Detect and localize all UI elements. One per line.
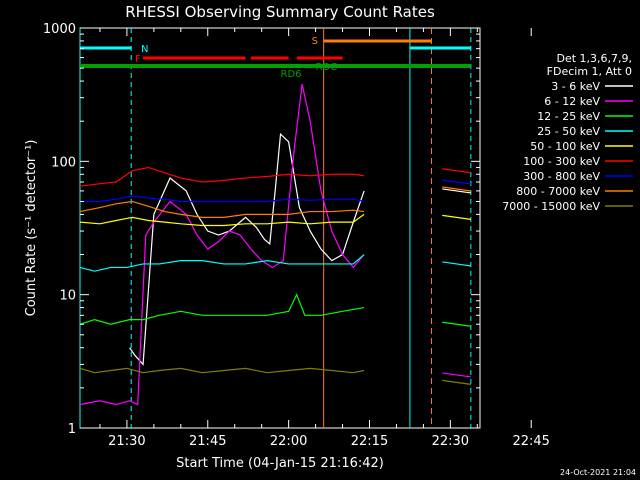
series-50-100-kev	[79, 213, 471, 227]
series-line	[442, 179, 471, 185]
annotation-layer: NF S RD6 RDC	[135, 36, 337, 80]
series-line	[442, 261, 471, 267]
plot-area	[79, 27, 481, 429]
series-line	[79, 293, 365, 325]
legend-entry: 300 - 800 keV	[523, 170, 600, 183]
series-line	[79, 367, 365, 374]
y-axis-label: Count Rate (s⁻¹ detector⁻¹)	[24, 140, 39, 317]
series-line	[79, 83, 365, 406]
generation-timestamp: 24-Oct-2021 21:04	[560, 468, 636, 477]
series-line	[442, 188, 471, 194]
y-tick-label: 1	[68, 422, 76, 437]
y-tick-label: 10	[59, 289, 76, 304]
legend-entry: 6 - 12 keV	[544, 95, 600, 108]
legend-header: FDecim 1, Att 0	[547, 65, 632, 78]
series-line	[442, 372, 471, 378]
chart-title: RHESSI Observing Summary Count Rates	[125, 3, 435, 21]
series-line	[442, 168, 471, 174]
x-axis-label: Start Time (04-Jan-15 21:16:42)	[176, 456, 384, 471]
x-axis: 21:30 21:45 22:00 22:15 22:30 22:45	[99, 28, 550, 449]
legend-entry: 12 - 25 keV	[537, 110, 600, 123]
series-line	[442, 186, 471, 192]
series-line	[442, 379, 471, 385]
series-300-800-kev	[80, 179, 471, 203]
x-tick-label: 22:45	[512, 434, 549, 449]
legend-entry: 3 - 6 keV	[551, 80, 600, 93]
flare-annotation: F	[135, 54, 141, 65]
y-axis: 1 10 100 1000	[43, 22, 480, 437]
series-line	[129, 132, 365, 366]
series-800-7000-kev	[79, 186, 471, 218]
x-tick-label: 21:30	[108, 434, 145, 449]
night-annotation: N	[141, 44, 148, 55]
series-7000-15000-kev	[79, 367, 471, 385]
saa-annotation: S	[312, 36, 318, 47]
x-tick-label: 22:00	[270, 434, 307, 449]
series-6-12-kev	[79, 83, 471, 406]
x-tick-label: 22:30	[432, 434, 469, 449]
series-25-50-kev	[79, 254, 471, 272]
series-line	[79, 213, 365, 227]
y-tick-label: 1000	[43, 22, 76, 37]
series-12-25-kev	[79, 293, 471, 327]
legend-header: Det 1,3,6,7,9,	[556, 52, 632, 65]
x-tick-label: 22:15	[351, 434, 388, 449]
series-3-6-kev	[129, 132, 471, 366]
series-line	[442, 214, 471, 220]
legend: Det 1,3,6,7,9,FDecim 1, Att 0 3 - 6 keV 6 …	[502, 52, 633, 213]
legend-entry: 800 - 7000 keV	[516, 185, 600, 198]
series-line	[442, 321, 471, 327]
series-line	[79, 200, 365, 218]
rd6-annotation: RD6	[281, 69, 302, 80]
series-line	[79, 254, 365, 272]
rdc-annotation: RDC	[316, 62, 338, 73]
series-100-300-kev	[79, 166, 471, 187]
legend-entry: 25 - 50 keV	[537, 125, 600, 138]
y-tick-label: 100	[51, 155, 76, 170]
legend-entry: 7000 - 15000 keV	[502, 200, 600, 213]
legend-entry: 50 - 100 keV	[530, 140, 600, 153]
legend-entry: 100 - 300 keV	[523, 155, 600, 168]
series-line	[80, 195, 365, 203]
x-tick-label: 21:45	[189, 434, 226, 449]
series-line	[79, 166, 365, 187]
